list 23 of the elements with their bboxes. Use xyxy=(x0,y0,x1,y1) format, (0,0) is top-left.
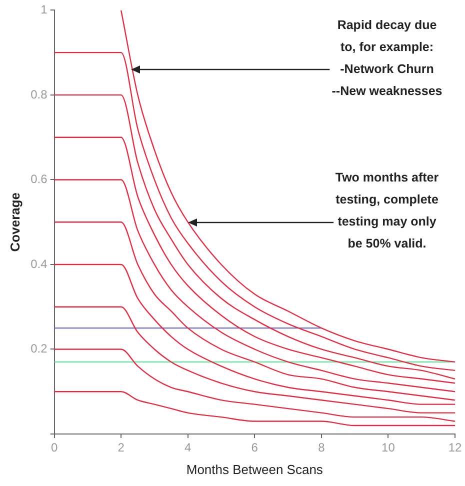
line-series xyxy=(54,94,455,380)
line-series xyxy=(54,348,455,422)
x-axis-title: Months Between Scans xyxy=(186,462,324,477)
x-tick-label: 0 xyxy=(50,440,58,455)
x-tick-label: 4 xyxy=(184,440,192,455)
y-axis-title: Coverage xyxy=(7,192,22,252)
x-tick-label: 6 xyxy=(251,440,258,455)
x-tick-label: 8 xyxy=(318,440,326,455)
x-tick-label: 10 xyxy=(382,440,396,455)
line-series xyxy=(54,264,455,405)
y-tick-label: 1 xyxy=(40,2,48,17)
x-tick-label: 2 xyxy=(118,440,125,455)
y-tick-label: 0.8 xyxy=(30,87,48,102)
y-tick-label: 0.4 xyxy=(30,256,48,271)
y-tick-label: 0.6 xyxy=(30,172,48,186)
annotation: Two months after testing, complete testing may only be 50% valid. xyxy=(335,170,439,251)
x-tick-label: 12 xyxy=(448,440,462,455)
line-series xyxy=(54,136,455,384)
y-tick-label: 0.2 xyxy=(30,342,48,356)
line-series xyxy=(54,306,455,414)
line-series xyxy=(54,391,455,426)
annotation: Rapid decay due to, for example: -Network Churn --New weaknesses xyxy=(332,18,442,98)
line-series xyxy=(120,10,455,363)
